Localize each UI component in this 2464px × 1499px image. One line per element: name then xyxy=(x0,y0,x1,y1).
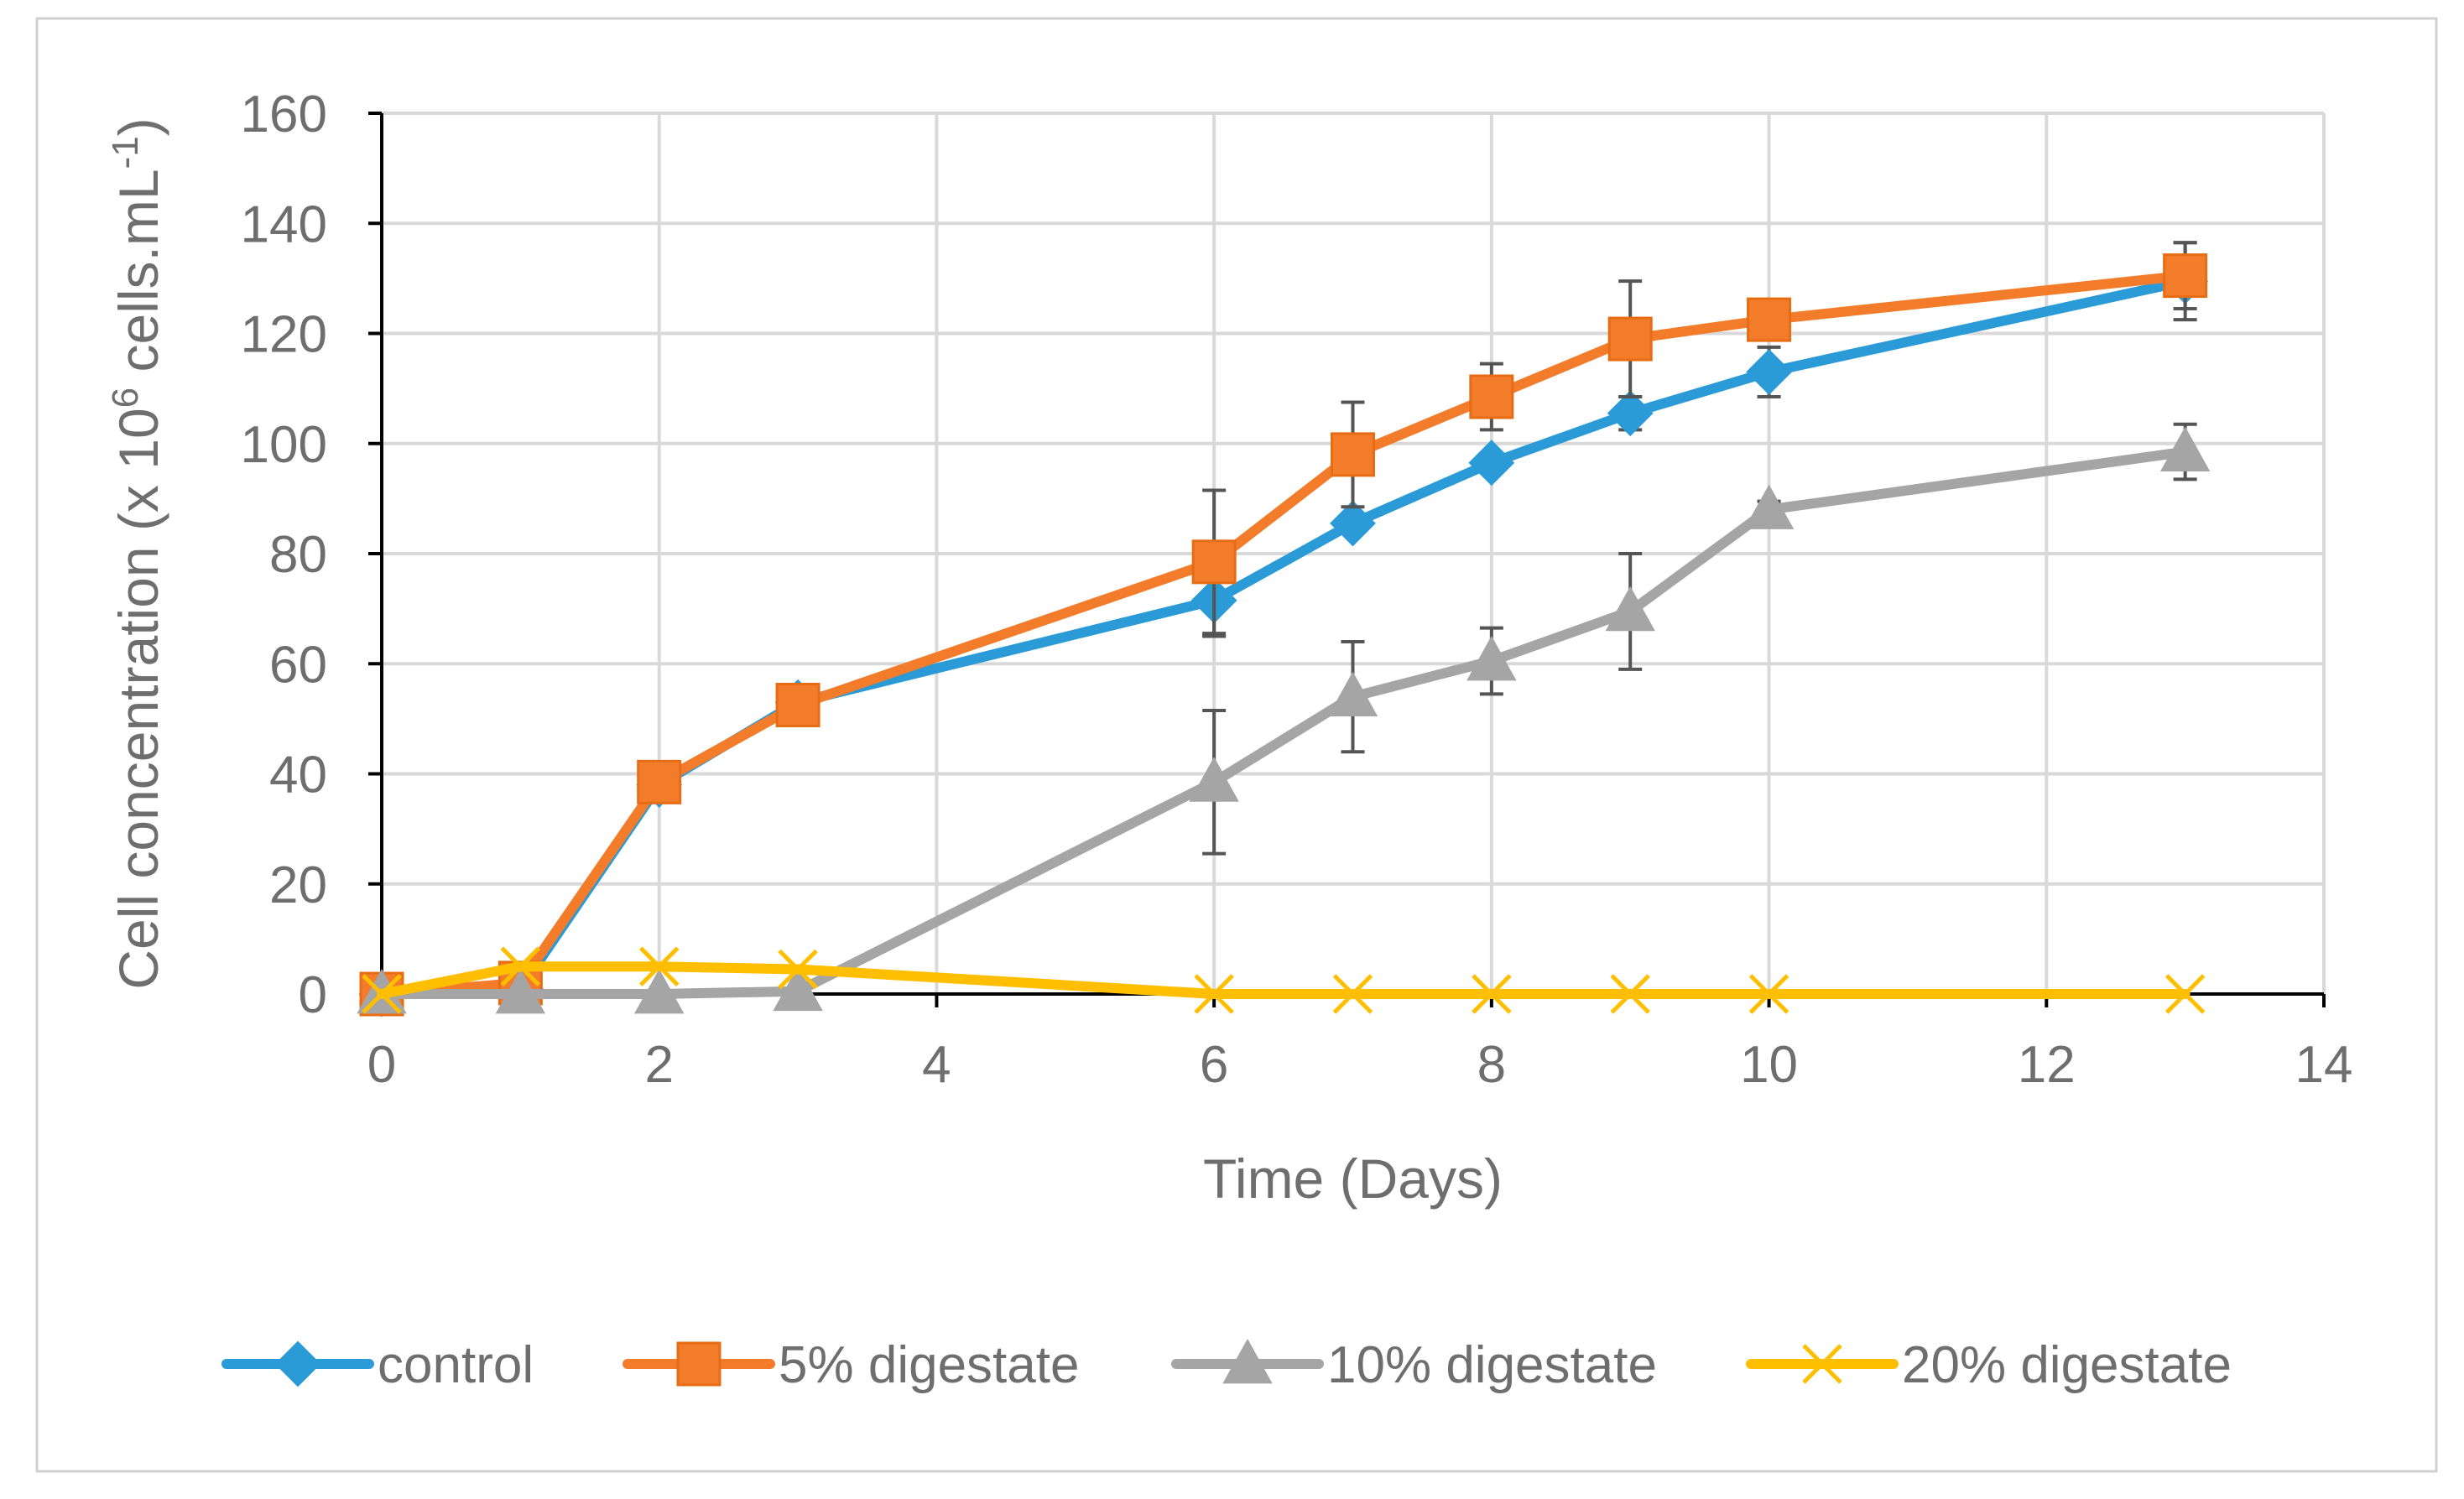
data-point xyxy=(1605,586,1655,632)
series-line xyxy=(377,270,2191,999)
x-axis-title: Time (Days) xyxy=(1203,1148,1503,1210)
data-point xyxy=(637,759,682,804)
y-tick-label: 80 xyxy=(269,526,327,584)
series-line xyxy=(377,446,2191,999)
data-point xyxy=(1466,635,1517,681)
data-point xyxy=(2164,974,2206,1014)
x-tick-label: 14 xyxy=(2295,1036,2353,1094)
data-point xyxy=(778,949,818,990)
legend-item: 20% digestate xyxy=(1746,1336,2232,1394)
series-line xyxy=(377,961,2191,999)
data-point xyxy=(773,966,823,1012)
data-point xyxy=(1468,440,1515,487)
y-tick-label: 100 xyxy=(241,416,327,474)
data-point xyxy=(1327,671,1378,717)
data-point xyxy=(634,968,685,1014)
data-point-stroke xyxy=(500,946,541,986)
legend-item: 10% digestate xyxy=(1171,1336,1657,1394)
data-point xyxy=(1748,974,1789,1014)
series xyxy=(357,241,2211,1018)
data-point xyxy=(1607,316,1653,362)
data-point xyxy=(2159,426,2211,471)
legend-marker-stroke xyxy=(1802,1344,1842,1384)
legend-marker xyxy=(676,1341,721,1387)
tick-labels: 0 20 40 60 80 100 120 140 160 0 2 4 6 8 10 12 14 xyxy=(241,86,2353,1094)
series-2 xyxy=(357,422,2211,1014)
legend-item: control xyxy=(221,1336,534,1394)
legend: control 5% digestate 10% digestate 20% dige… xyxy=(221,1336,2232,1394)
legend-marker xyxy=(274,1340,321,1387)
data-point xyxy=(1472,974,1512,1014)
data-point-stroke xyxy=(1332,974,1373,1014)
legend-item: 5% digestate xyxy=(623,1336,1079,1394)
x-tick-label: 2 xyxy=(644,1036,673,1094)
chart-frame xyxy=(35,17,2438,1473)
y-axis-title-main: Cell concentration (x 10 xyxy=(107,408,169,989)
data-point xyxy=(1332,974,1373,1014)
y-tick-label: 120 xyxy=(241,306,327,364)
y-tick-label: 140 xyxy=(241,195,327,253)
y-tick-label: 60 xyxy=(269,636,327,694)
x-tick-label: 10 xyxy=(1740,1036,1798,1094)
data-point-stroke xyxy=(362,974,402,1014)
data-point xyxy=(1747,297,1792,342)
y-axis-title-sup2: -1 xyxy=(105,136,146,169)
legend-marker xyxy=(1802,1344,1842,1384)
data-point-stroke xyxy=(778,949,818,990)
data-point xyxy=(775,682,820,727)
data-point xyxy=(1610,974,1650,1014)
data-point xyxy=(1743,484,1795,529)
data-point xyxy=(362,974,402,1014)
data-point xyxy=(1191,539,1237,585)
y-tick-label: 160 xyxy=(241,86,327,143)
data-point xyxy=(1607,390,1654,437)
x-tick-label: 12 xyxy=(2018,1036,2076,1094)
legend-label: 5% digestate xyxy=(779,1336,1079,1394)
x-tick-label: 8 xyxy=(1477,1036,1506,1094)
y-axis-title-end: ) xyxy=(107,117,169,136)
data-point xyxy=(1469,374,1514,419)
data-point xyxy=(1746,349,1792,395)
data-point xyxy=(1194,974,1234,1014)
data-point xyxy=(2163,253,2208,299)
x-tick-label: 0 xyxy=(367,1036,396,1094)
legend-label: control xyxy=(378,1336,534,1394)
legend-label: 10% digestate xyxy=(1327,1336,1657,1394)
y-axis-title-sup1: 6 xyxy=(105,388,146,408)
y-tick-label: 40 xyxy=(269,747,327,804)
series-3 xyxy=(362,946,2206,1014)
x-tick-label: 4 xyxy=(922,1036,951,1094)
y-tick-label: 20 xyxy=(269,856,327,914)
data-point xyxy=(1331,432,1375,477)
data-point-stroke xyxy=(638,946,680,986)
data-point-stroke xyxy=(2164,974,2206,1014)
y-tick-label: 0 xyxy=(299,966,327,1024)
data-point xyxy=(495,968,546,1014)
data-point xyxy=(638,946,680,986)
x-tick-label: 6 xyxy=(1200,1036,1228,1094)
data-point xyxy=(500,946,541,986)
data-point-stroke xyxy=(1610,974,1650,1014)
legend-marker xyxy=(1222,1338,1273,1384)
y-axis-title-mid: cells.mL xyxy=(107,169,169,387)
legend-label: 20% digestate xyxy=(1902,1336,2232,1394)
data-point xyxy=(1330,500,1376,547)
data-point-stroke xyxy=(1748,974,1789,1014)
data-point-stroke xyxy=(1472,974,1512,1014)
y-axis-title: Cell concentration (x 106 cells.mL-1) xyxy=(105,117,170,989)
data-point-stroke xyxy=(1194,974,1234,1014)
data-point xyxy=(1189,757,1239,802)
